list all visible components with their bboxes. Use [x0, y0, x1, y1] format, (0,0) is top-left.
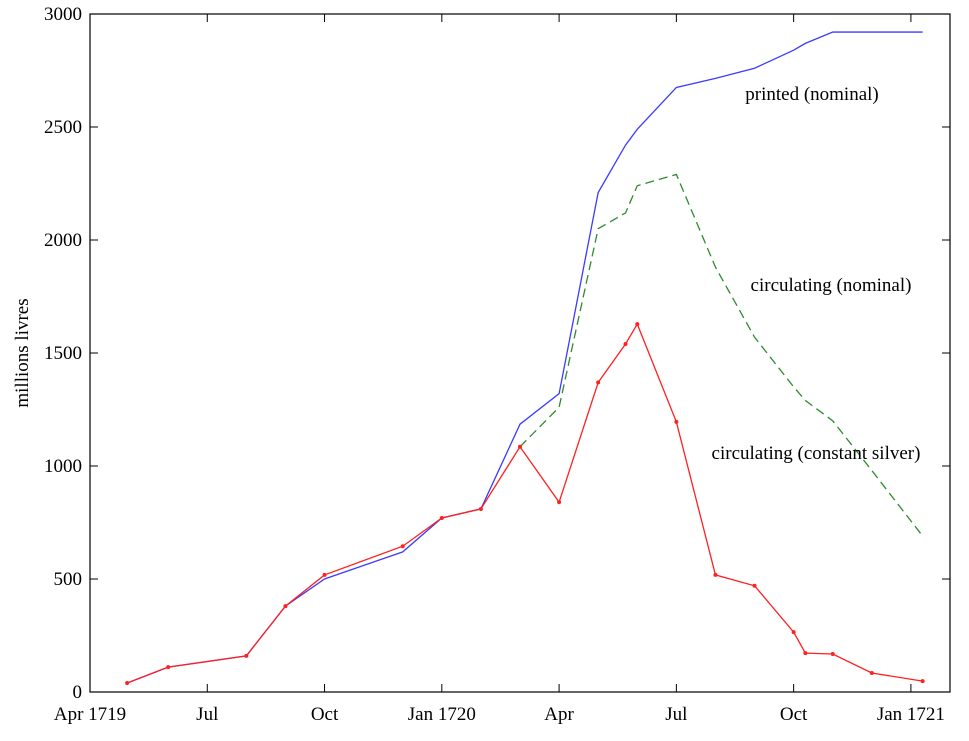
point: [244, 653, 249, 658]
point: [623, 341, 628, 346]
series-line: [126, 322, 923, 684]
point: [830, 652, 835, 657]
series-label: circulating (constant silver): [712, 443, 921, 464]
point: [322, 572, 327, 577]
y-axis-label: millions livres: [12, 298, 33, 407]
point: [518, 444, 522, 449]
series-line: [126, 31, 923, 684]
x-tick-label: Apr: [544, 704, 574, 725]
y-tick-label: 3000: [44, 4, 82, 25]
point: [596, 380, 601, 385]
x-tick-label: Oct: [780, 704, 808, 725]
point: [869, 671, 874, 676]
y-tick-label: 0: [73, 682, 83, 703]
point: [674, 419, 679, 424]
point: [125, 680, 130, 685]
point: [166, 665, 171, 670]
y-tick-label: 2500: [44, 117, 82, 138]
point: [752, 583, 757, 588]
x-tick-label: Jul: [196, 704, 218, 725]
y-tick-label: 1000: [44, 456, 82, 477]
point: [803, 651, 808, 656]
y-tick-label: 500: [54, 569, 83, 590]
x-tick-label: Jan 1720: [408, 704, 476, 725]
point: [439, 515, 444, 520]
point: [400, 544, 405, 549]
point: [920, 679, 925, 684]
plot-frame: [89, 13, 951, 693]
point: [713, 572, 718, 577]
x-tick-label: Jul: [665, 704, 687, 725]
point: [791, 630, 796, 635]
point: [557, 500, 562, 505]
point: [635, 322, 640, 327]
series-label: circulating (nominal): [751, 275, 912, 296]
series-line: [519, 173, 924, 537]
x-tick-label: Apr 1719: [54, 704, 126, 725]
point: [478, 506, 483, 511]
x-tick-label: Oct: [311, 704, 339, 725]
y-tick-label: 2000: [44, 230, 82, 251]
point: [283, 604, 288, 609]
x-tick-label: Jan 1721: [877, 704, 945, 725]
series-label: printed (nominal): [745, 84, 879, 105]
y-tick-label: 1500: [44, 343, 82, 364]
